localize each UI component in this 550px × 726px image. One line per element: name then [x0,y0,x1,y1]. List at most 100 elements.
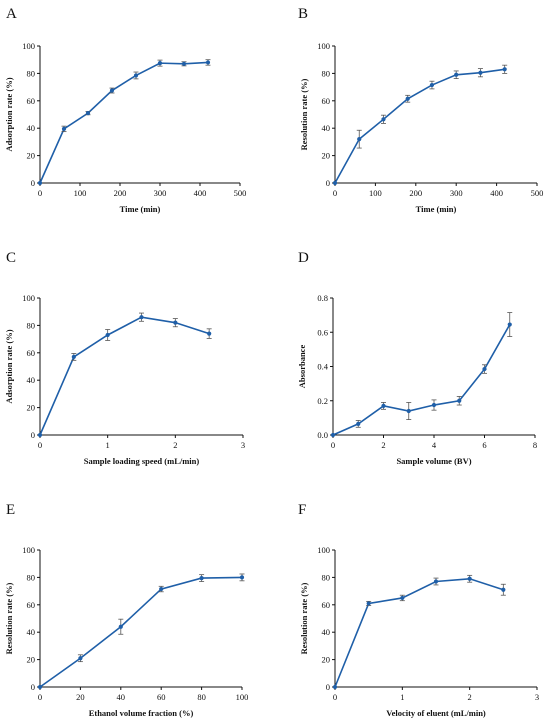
y-axis-label-e: Resolution rate (%) [4,582,14,654]
x-tick-label-c: 3 [241,440,245,450]
data-point-c [105,332,110,338]
y-axis-label-d: Absorbance [297,345,307,389]
data-point-b [502,67,507,72]
y-tick-label-f: 0 [326,682,330,692]
x-tick-label-a: 0 [38,188,42,198]
x-axis-label-d: Sample volume (BV) [396,456,471,466]
data-point-b [429,82,435,88]
y-axis-label-b: Resolution rate (%) [299,78,309,150]
panel-b: B 0 20 40 60 80 100 0 100 200 300 400 500 Time (min) R… [298,6,543,214]
data-point-d [507,322,512,327]
x-tick-label-e: 20 [76,692,85,702]
data-point-a [133,73,139,78]
x-tick-label-a: 400 [194,188,207,198]
panel-e: E 0 20 40 60 80 100 0 20 40 60 80 100 Ethanol volume … [4,502,248,718]
y-tick-label-f: 100 [317,545,330,555]
data-point-a [37,180,43,186]
y-tick-label-d: 0.8 [317,293,328,303]
y-tick-label-a: 20 [27,151,36,161]
data-point-c [139,315,144,320]
data-point-d [406,408,411,414]
y-tick-label-a: 80 [27,68,36,78]
data-point-a [205,60,211,65]
y-tick-label-e: 100 [22,545,35,555]
y-tick-label-c: 60 [27,348,36,358]
data-point-f [501,587,506,592]
x-tick-label-b: 200 [409,188,422,198]
x-tick-label-b: 500 [531,188,544,198]
data-point-d [457,398,462,403]
x-tick-label-f: 1 [400,692,404,702]
y-tick-label-d: 0.6 [317,327,328,337]
y-tick-label-e: 20 [27,655,36,665]
data-point-d [356,421,361,426]
y-tick-label-e: 60 [27,600,36,610]
data-point-d [330,432,336,438]
data-point-b [478,70,483,75]
series-line-c [39,316,210,436]
x-axis-label-c: Sample loading speed (mL/min) [84,456,200,466]
data-point-b [357,137,362,142]
y-tick-label-b: 20 [322,151,331,161]
x-tick-label-b: 300 [450,188,463,198]
x-axis-label-e: Ethanol volume fraction (%) [89,708,194,718]
x-axis-label-b: Time (min) [416,204,457,214]
y-tick-label-d: 0.4 [317,362,328,372]
x-tick-label-e: 80 [197,692,206,702]
x-tick-label-a: 200 [114,188,127,198]
x-tick-label-f: 2 [468,692,472,702]
data-point-a [61,126,67,131]
x-tick-label-e: 100 [236,692,249,702]
y-axis-label-c: Adsorption rate (%) [4,329,14,403]
data-point-f [467,576,472,581]
panel-letter-b: B [298,6,308,22]
x-tick-label-e: 40 [117,692,126,702]
x-tick-label-c: 0 [38,440,42,450]
x-tick-label-c: 1 [106,440,110,450]
series-line-e [39,576,243,688]
data-point-e [199,575,204,581]
panel-f: F 0 20 40 60 80 100 0 1 2 3 Velocity of eluent (mL/… [298,502,539,718]
panel-c: C 0 20 40 60 80 100 0 1 2 3 Sample loading speed (m… [4,250,245,466]
y-tick-label-a: 100 [22,41,35,51]
data-point-c [173,320,178,325]
x-tick-label-b: 400 [490,188,503,198]
x-tick-label-f: 0 [333,692,337,702]
data-point-e [239,575,245,580]
x-tick-label-d: 8 [533,440,537,450]
y-tick-label-c: 0 [31,430,35,440]
x-axis-label-f: Velocity of eluent (mL/min) [386,708,486,718]
panel-letter-d: D [298,250,309,266]
x-tick-label-a: 100 [74,188,87,198]
data-point-b [381,117,386,122]
data-point-b [405,96,410,101]
data-point-b [332,180,338,186]
data-point-a [157,61,163,66]
x-tick-label-e: 60 [157,692,166,702]
data-point-f [366,601,371,606]
y-axis-label-f: Resolution rate (%) [299,582,309,654]
data-point-d [431,402,437,408]
x-tick-label-d: 6 [482,440,486,450]
x-axis-label-a: Time (min) [120,204,161,214]
data-point-e [118,624,123,629]
data-point-e [37,684,43,690]
y-tick-label-c: 80 [27,320,36,330]
x-tick-label-d: 2 [381,440,385,450]
panel-letter-c: C [6,250,16,266]
y-axis-label-a: Adsorption rate (%) [4,77,14,151]
data-point-a [181,61,187,66]
y-tick-label-b: 0 [326,178,330,188]
y-tick-label-f: 20 [322,655,331,665]
x-tick-label-b: 100 [369,188,382,198]
y-tick-label-c: 100 [22,293,35,303]
series-line-f [334,577,504,688]
x-tick-label-e: 0 [38,692,42,702]
panel-d: D 0.0 0.2 0.4 0.6 0.8 0 2 4 6 8 Sample volume (BV) A… [297,250,537,466]
y-tick-label-b: 100 [317,41,330,51]
y-tick-label-e: 0 [31,682,35,692]
y-tick-label-e: 40 [27,627,36,637]
y-tick-label-a: 60 [27,96,36,106]
y-tick-label-c: 40 [27,375,36,385]
